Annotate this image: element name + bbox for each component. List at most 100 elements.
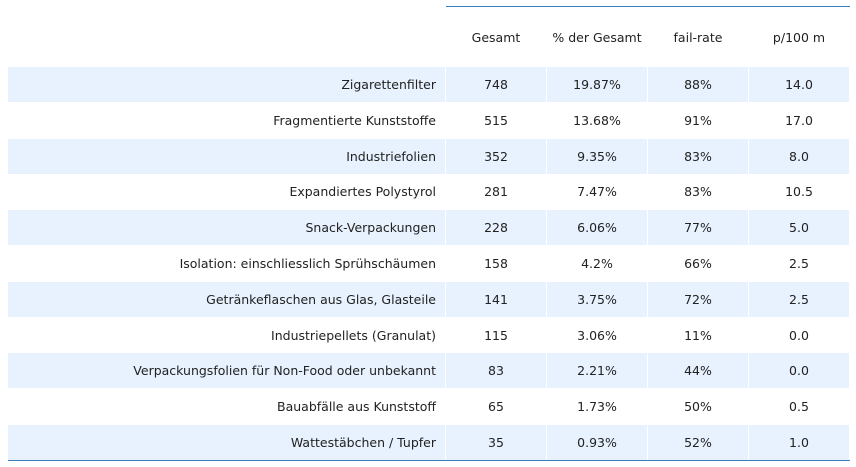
row-band (749, 138, 849, 174)
table-cell-col-3: 52% (684, 435, 712, 450)
row-label: Industriefolien (346, 148, 436, 164)
table-cell-col-2: 4.2% (581, 256, 613, 271)
table-cell-col-1: 158 (484, 256, 508, 271)
table-cell-col-3: 91% (684, 112, 712, 128)
row-label: Bauabfälle aus Kunststoff (277, 399, 436, 415)
row-label: Zigarettenfilter (341, 77, 436, 92)
column-header-3: fail-rate (673, 30, 723, 45)
row-band (547, 210, 647, 246)
table-cell-col-4: 17.0 (785, 112, 813, 128)
table-cell-col-4: 14.0 (785, 77, 813, 92)
table-row: Getränkeflaschen aus Glas, Glasteile 141 3… (8, 281, 850, 317)
row-band (648, 281, 748, 317)
table-cell-col-3: 83% (684, 184, 712, 200)
row-label: Isolation: einschliesslich Sprühschäumen (179, 256, 436, 271)
row-band (8, 210, 445, 246)
row-band (446, 425, 546, 460)
row-band (749, 210, 849, 246)
table-cell-col-1: 352 (484, 148, 508, 164)
column-header-2: % der Gesamt (552, 30, 642, 45)
row-band (648, 425, 748, 460)
column-header-1: Gesamt (471, 30, 521, 45)
table-top-rule (446, 6, 850, 7)
row-band (547, 138, 647, 174)
row-label: Fragmentierte Kunststoffe (273, 112, 436, 128)
table-row: Industriepellets (Granulat) 115 3.06% 11% 0.… (8, 318, 850, 353)
row-band (446, 210, 546, 246)
table-cell-col-1: 281 (484, 184, 508, 200)
table-row: Verpackungsfolien für Non-Food oder unbe… (8, 353, 850, 389)
row-band (8, 353, 445, 389)
table-cell-col-4: 8.0 (789, 148, 809, 164)
row-label: Expandiertes Polystyrol (289, 184, 436, 200)
table-cell-col-4: 5.0 (789, 220, 809, 236)
table-cell-col-1: 141 (484, 291, 508, 307)
table-cell-col-1: 228 (484, 220, 508, 236)
row-band (648, 138, 748, 174)
row-band (8, 138, 445, 174)
table-cell-col-3: 88% (684, 77, 712, 92)
table-row: Isolation: einschliesslich Sprühschäumen… (8, 246, 850, 281)
row-band (749, 67, 849, 102)
table-cell-col-2: 0.93% (577, 435, 617, 450)
table-cell-col-2: 13.68% (573, 112, 621, 128)
table-row: Bauabfälle aus Kunststoff 65 1.73% 50% 0.5 (8, 389, 850, 424)
row-band (446, 67, 546, 102)
row-label: Industriepellets (Granulat) (271, 327, 436, 343)
table-cell-col-2: 9.35% (577, 148, 617, 164)
table-cell-col-2: 19.87% (573, 77, 621, 92)
table-row: Snack-Verpackungen 228 6.06% 77% 5.0 (8, 210, 850, 246)
row-band (446, 353, 546, 389)
table-row: Industriefolien 352 9.35% 83% 8.0 (8, 138, 850, 174)
table-cell-col-2: 3.75% (577, 291, 617, 307)
table-cell-col-4: 2.5 (789, 256, 809, 271)
table-cell-col-2: 2.21% (577, 363, 617, 379)
table-cell-col-4: 1.0 (789, 435, 809, 450)
table-cell-col-1: 515 (484, 112, 508, 128)
row-label: Verpackungsfolien für Non-Food oder unbe… (133, 363, 436, 379)
table-cell-col-4: 10.5 (785, 184, 813, 200)
row-band (547, 67, 647, 102)
row-band (749, 353, 849, 389)
table-cell-col-4: 0.5 (789, 399, 809, 415)
row-band (648, 353, 748, 389)
table-cell-col-1: 65 (488, 399, 504, 415)
row-band (8, 281, 445, 317)
table-cell-col-4: 0.0 (789, 363, 809, 379)
table-cell-col-3: 66% (684, 256, 712, 271)
row-label: Wattestäbchen / Tupfer (290, 435, 436, 450)
table-cell-col-3: 50% (684, 399, 712, 415)
table-cell-col-2: 6.06% (577, 220, 617, 236)
table-cell-col-2: 1.73% (577, 399, 617, 415)
table-cell-col-2: 7.47% (577, 184, 617, 200)
table-row: Fragmentierte Kunststoffe 515 13.68% 91% 17.… (8, 103, 850, 138)
table-cell-col-1: 35 (488, 435, 504, 450)
row-band (648, 210, 748, 246)
table-cell-col-1: 748 (484, 77, 508, 92)
table-cell-col-4: 2.5 (789, 291, 809, 307)
row-label: Snack-Verpackungen (305, 220, 436, 236)
table-cell-col-2: 3.06% (577, 327, 617, 343)
table-cell-col-3: 44% (684, 363, 712, 379)
table-cell-col-1: 83 (488, 363, 504, 379)
row-band (8, 425, 445, 460)
row-band (648, 67, 748, 102)
table-cell-col-3: 11% (684, 327, 712, 343)
column-header-4: p/100 m (772, 30, 826, 45)
row-band (547, 281, 647, 317)
table-row: Zigarettenfilter 748 19.87% 88% 14.0 (8, 67, 850, 102)
table-cell-col-3: 72% (684, 291, 712, 307)
row-band (446, 138, 546, 174)
table-row: Expandiertes Polystyrol 281 7.47% 83% 10.5 (8, 174, 850, 209)
table-bottom-rule (8, 460, 850, 461)
table-cell-col-1: 115 (484, 327, 508, 343)
row-band (8, 67, 445, 102)
row-band (547, 353, 647, 389)
table-cell-col-4: 0.0 (789, 327, 809, 343)
table-cell-col-3: 77% (684, 220, 712, 236)
row-band (446, 281, 546, 317)
row-label: Getränkeflaschen aus Glas, Glasteile (206, 291, 436, 307)
row-band (749, 425, 849, 460)
table-cell-col-3: 83% (684, 148, 712, 164)
